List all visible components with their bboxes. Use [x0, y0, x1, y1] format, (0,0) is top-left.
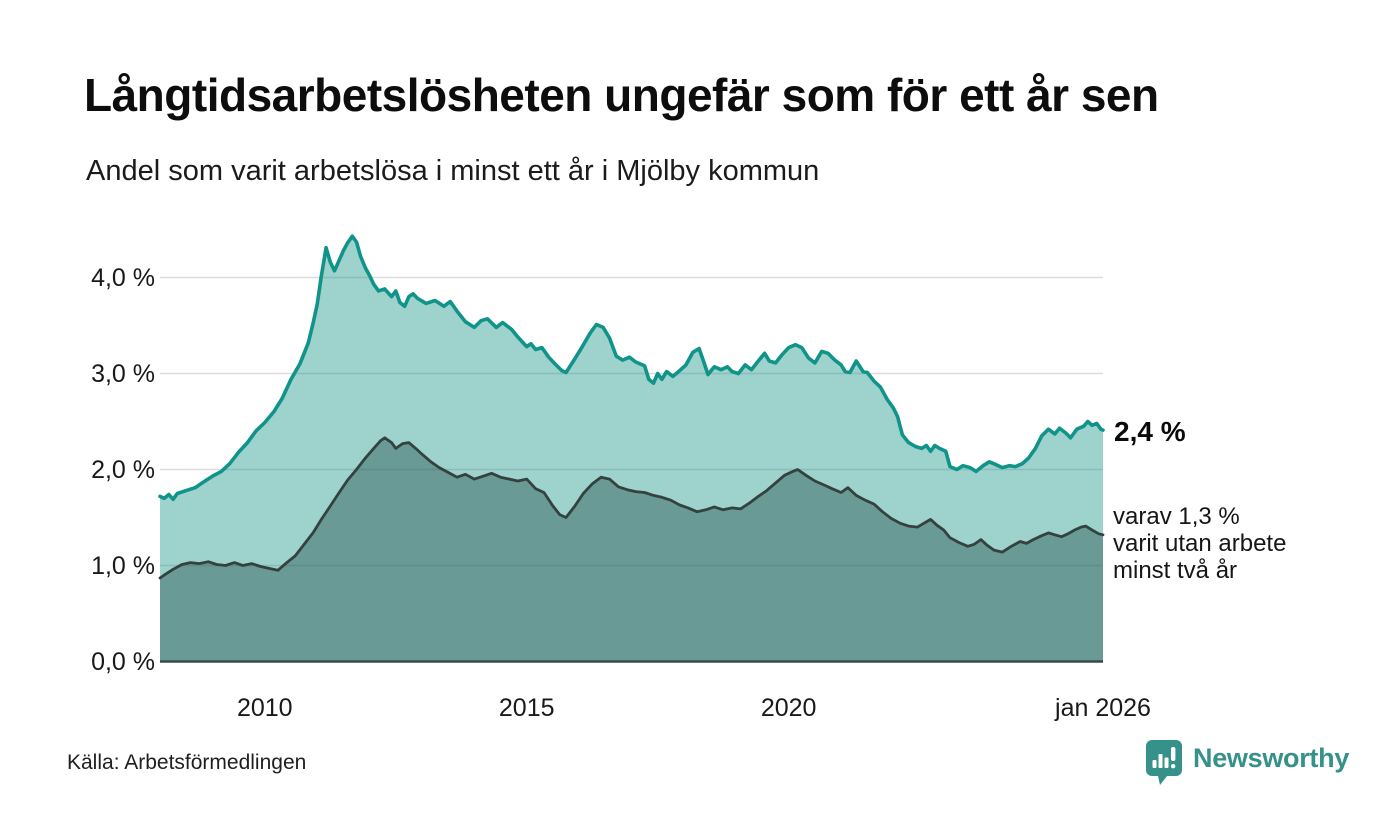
line-total-one-year	[158, 234, 1105, 502]
brand-logo: Newsworthy	[1145, 739, 1349, 787]
two-year-annotation-line: minst två år	[1113, 557, 1238, 584]
page-title: Långtidsarbetslösheten ungefär som för e…	[84, 69, 1159, 121]
source-note: Källa: Arbetsförmedlingen	[67, 751, 307, 774]
x-tick-label: jan 2026	[1055, 694, 1151, 722]
page-subtitle: Andel som varit arbetslösa i minst ett å…	[86, 155, 820, 187]
newsworthy-icon	[1146, 740, 1182, 785]
y-tick-label: 3,0 %	[91, 359, 155, 388]
y-tick-label: 4,0 %	[91, 263, 155, 292]
x-tick-label: 2020	[760, 694, 817, 722]
brand-name: Newsworthy	[1193, 743, 1350, 773]
y-tick-label: 2,0 %	[91, 455, 155, 484]
latest-value-annotation: 2,4 %	[1114, 416, 1186, 447]
two-year-annotation-line: varav 1,3 %	[1113, 503, 1240, 530]
y-tick-label: 1,0 %	[91, 551, 155, 580]
line-two-years	[158, 436, 1105, 580]
two-year-annotation-line: varit utan arbete	[1113, 530, 1287, 557]
gridlines	[160, 276, 1103, 567]
x-tick-label: 2010	[236, 694, 293, 722]
two-year-annotation: varav 1,3 % varit utan arbete minst två …	[1113, 503, 1286, 584]
area-fill-total-one-year	[160, 236, 1103, 662]
y-tick-label: 0,0 %	[91, 647, 155, 676]
area-fill-two-years	[160, 437, 1103, 662]
x-tick-label: 2015	[498, 694, 555, 722]
